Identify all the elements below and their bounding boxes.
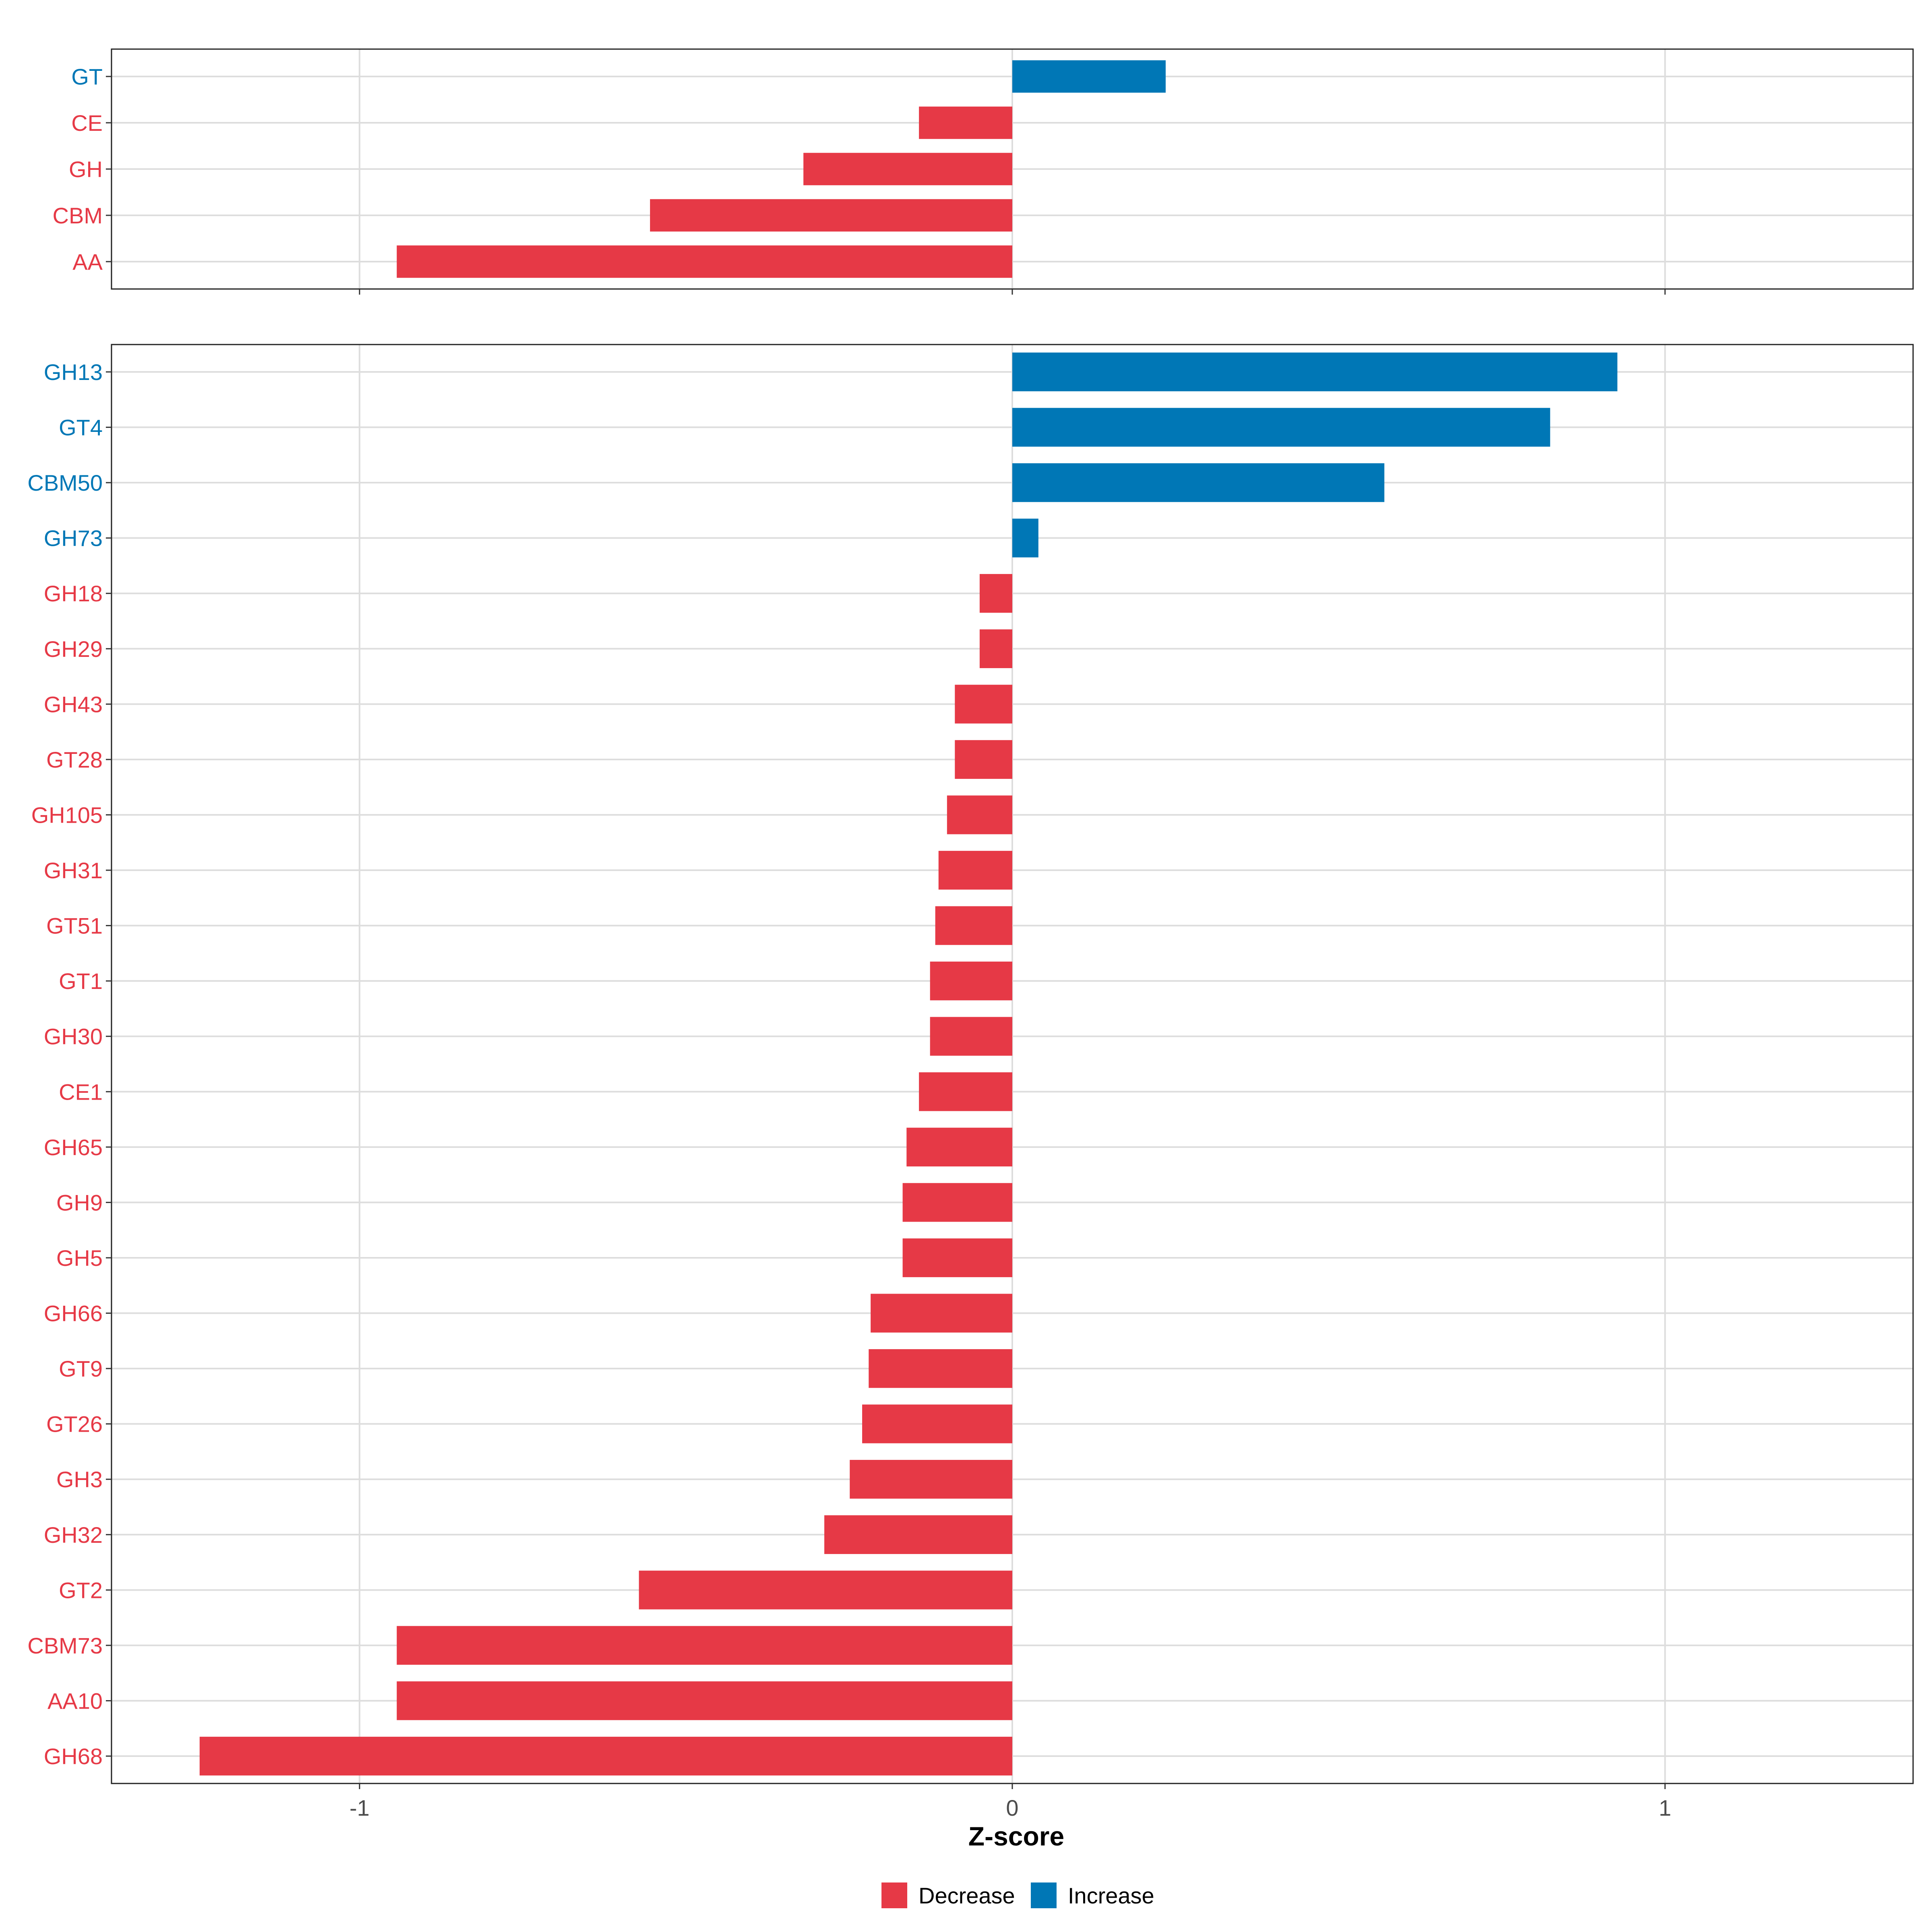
x-tick-label: -1 [349, 1795, 369, 1821]
category-label-gh3: GH3 [56, 1467, 103, 1492]
category-label-cbm73: CBM73 [27, 1633, 103, 1658]
category-label-gh29: GH29 [44, 636, 103, 662]
bar-gt51 [935, 906, 1012, 945]
bar-cbm50 [1012, 463, 1385, 502]
category-label-gh30: GH30 [44, 1024, 103, 1049]
category-label-cbm: CBM [53, 203, 103, 228]
category-label-gh13: GH13 [44, 359, 103, 385]
bar-gh105 [947, 795, 1012, 834]
bar-ce1 [919, 1072, 1012, 1111]
bar-gh18 [979, 574, 1012, 613]
x-axis-title: Z-score [968, 1821, 1064, 1851]
category-label-gh18: GH18 [44, 581, 103, 606]
bar-gh65 [906, 1127, 1012, 1166]
x-tick-label: 0 [1006, 1795, 1018, 1821]
legend-label-increase: Increase [1068, 1883, 1154, 1908]
category-label-gt2: GT2 [59, 1577, 103, 1603]
category-label-cbm50: CBM50 [27, 470, 103, 495]
category-label-gh68: GH68 [44, 1744, 103, 1769]
bar-gt2 [639, 1571, 1012, 1610]
legend-swatch-increase [1031, 1882, 1057, 1908]
bottom-panel: GH13 GT4 CBM50 GH73 GH18 GH29 GH43 GT28 GH105 GH3… [27, 344, 1914, 1821]
category-label-gh5: GH5 [56, 1245, 103, 1271]
category-label-gh105: GH105 [31, 802, 103, 828]
bar-gh73 [1012, 518, 1038, 557]
category-label-gh65: GH65 [44, 1135, 103, 1160]
category-label-gt: GT [71, 64, 103, 89]
category-label-aa: AA [72, 249, 103, 275]
category-label-gh31: GH31 [44, 858, 103, 883]
bar-gh31 [938, 850, 1012, 890]
category-label-gh66: GH66 [44, 1301, 103, 1326]
legend: Decrease Increase [881, 1882, 1154, 1908]
legend-swatch-decrease [881, 1882, 907, 1908]
bar-gh68 [199, 1736, 1012, 1776]
bar-gh [803, 153, 1012, 186]
bar-gh43 [955, 685, 1012, 724]
category-label-gh9: GH9 [56, 1190, 103, 1215]
x-tick-label: 1 [1659, 1795, 1671, 1821]
category-label-gh73: GH73 [44, 526, 103, 551]
category-label-gt1: GT1 [59, 968, 103, 994]
bar-aa10 [396, 1681, 1013, 1720]
category-label-gh32: GH32 [44, 1522, 103, 1548]
legend-label-decrease: Decrease [919, 1883, 1015, 1908]
bar-gh5 [902, 1238, 1012, 1278]
bar-aa [396, 245, 1013, 278]
bar-cbm [650, 199, 1012, 232]
category-label-gt28: GT28 [46, 747, 103, 772]
bar-ce [919, 106, 1012, 139]
category-label-aa10: AA10 [47, 1688, 103, 1713]
bar-gt1 [930, 962, 1012, 1001]
bar-gh32 [824, 1515, 1012, 1554]
bar-gt28 [955, 740, 1012, 779]
category-label-gt4: GT4 [59, 415, 103, 440]
bar-gt [1012, 60, 1166, 93]
bar-gt26 [862, 1404, 1012, 1443]
bar-cbm73 [396, 1626, 1013, 1665]
bar-gh29 [979, 629, 1012, 668]
bar-gh3 [850, 1460, 1012, 1499]
category-label-gt26: GT26 [46, 1412, 103, 1437]
bar-gt4 [1012, 408, 1550, 447]
category-label-ce1: CE1 [59, 1079, 103, 1104]
category-label-gt9: GT9 [59, 1356, 103, 1381]
bar-gh13 [1012, 352, 1618, 392]
bar-gh66 [871, 1294, 1012, 1333]
category-label-gh43: GH43 [44, 691, 103, 717]
category-label-gt51: GT51 [46, 913, 103, 939]
bar-gt9 [869, 1349, 1012, 1388]
category-label-gh: GH [69, 157, 103, 182]
top-panel: GT CE GH CBM AA [53, 48, 1914, 295]
category-label-ce: CE [71, 110, 103, 136]
bar-gh9 [902, 1183, 1012, 1222]
bar-gh30 [930, 1017, 1012, 1056]
